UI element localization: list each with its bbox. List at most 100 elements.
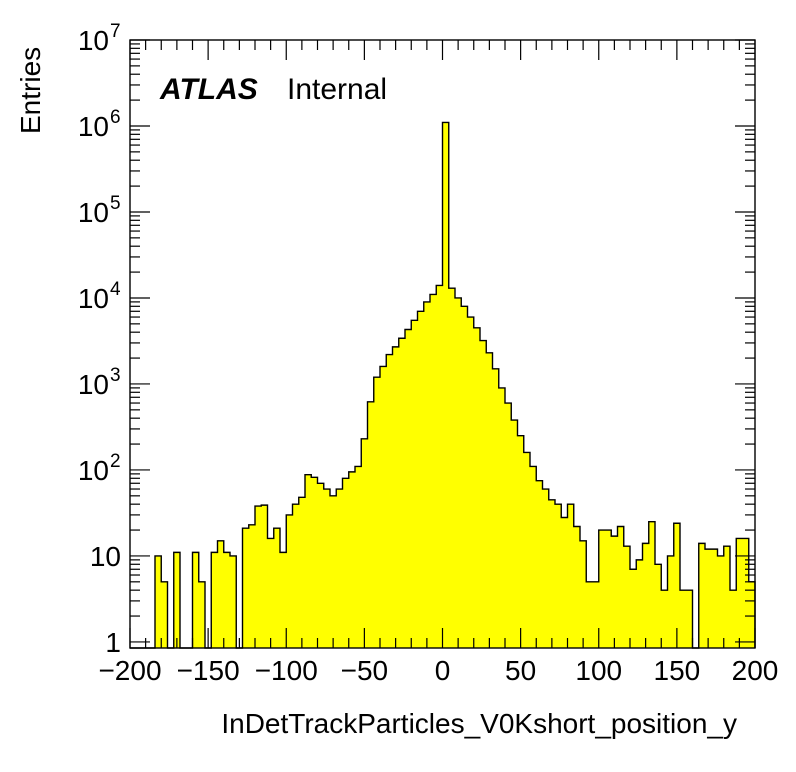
y-tick-exponent: 6 bbox=[110, 107, 121, 128]
histogram-bar bbox=[386, 354, 393, 648]
histogram-bar bbox=[323, 489, 331, 648]
x-tick-label: 100 bbox=[575, 655, 622, 686]
histogram-bar bbox=[267, 538, 275, 648]
histogram-bar bbox=[523, 452, 531, 648]
internal-label: Internal bbox=[287, 73, 387, 106]
histogram-bar bbox=[505, 403, 512, 648]
histogram-bar bbox=[455, 297, 462, 648]
histogram-bar bbox=[273, 528, 281, 648]
histogram-bar bbox=[717, 555, 725, 648]
histogram-outline bbox=[130, 121, 756, 649]
x-axis-label: InDetTrackParticles_V0Kshort_position_y bbox=[221, 708, 737, 739]
axis-ticks bbox=[129, 39, 756, 648]
histogram-bar bbox=[317, 483, 325, 648]
histogram-bar bbox=[623, 546, 631, 648]
histogram-bar bbox=[442, 122, 450, 649]
histogram-bar bbox=[398, 338, 406, 648]
histogram-bar bbox=[348, 471, 356, 648]
y-axis-label: Entries bbox=[15, 47, 46, 134]
histogram-bar bbox=[605, 530, 612, 648]
histogram-bar bbox=[242, 528, 250, 648]
histogram-bar bbox=[642, 543, 650, 648]
histogram-bar bbox=[311, 477, 318, 648]
y-tick-exponent: 3 bbox=[110, 365, 121, 386]
histogram-bar bbox=[630, 569, 637, 648]
histogram-bar bbox=[673, 523, 681, 648]
histogram-bar bbox=[748, 581, 756, 648]
histogram-bar bbox=[492, 368, 500, 648]
histogram-bar bbox=[711, 549, 718, 648]
histogram-bar bbox=[667, 555, 675, 648]
histogram-bar bbox=[286, 514, 293, 648]
histogram-bar bbox=[230, 555, 237, 648]
histogram-bar bbox=[655, 564, 662, 648]
histogram-bar bbox=[192, 552, 200, 648]
atlas-label: ATLAS bbox=[159, 73, 258, 106]
histogram-bar bbox=[305, 474, 312, 648]
histogram-bar bbox=[411, 320, 418, 648]
histogram-bar bbox=[548, 499, 556, 648]
histogram-bar bbox=[355, 466, 362, 648]
x-tick-label: 50 bbox=[505, 655, 536, 686]
histogram-bar bbox=[417, 311, 425, 648]
x-tick-label: −200 bbox=[98, 655, 161, 686]
histogram-bar bbox=[380, 366, 387, 648]
histogram-bar bbox=[580, 540, 587, 648]
y-tick-label: 10 bbox=[78, 455, 109, 486]
y-tick-label: 10 bbox=[78, 197, 109, 228]
x-tick-label: −100 bbox=[255, 655, 318, 686]
histogram-bar bbox=[555, 504, 562, 648]
histogram-bar bbox=[617, 526, 625, 648]
histogram-bar bbox=[330, 495, 337, 648]
histogram-bar bbox=[736, 538, 743, 648]
histogram-bar bbox=[373, 377, 381, 648]
histogram-bar bbox=[598, 530, 606, 648]
histogram-bar bbox=[636, 559, 643, 648]
x-tick-label: −150 bbox=[177, 655, 240, 686]
x-tick-label: −50 bbox=[341, 655, 389, 686]
histogram-bar bbox=[342, 478, 350, 648]
histogram-bar bbox=[161, 581, 168, 648]
histogram-bar bbox=[611, 536, 618, 648]
histogram-bar bbox=[361, 438, 368, 648]
histogram-bar bbox=[423, 301, 431, 648]
histogram-bar bbox=[661, 590, 668, 648]
histogram-bar bbox=[292, 504, 300, 648]
y-tick-label: 10 bbox=[78, 25, 109, 56]
histogram-bars bbox=[155, 122, 756, 649]
histogram-bar bbox=[542, 489, 550, 648]
histogram-bar bbox=[211, 552, 218, 648]
histogram-bar bbox=[742, 538, 750, 648]
y-tick-label: 10 bbox=[90, 541, 121, 572]
histogram-bar bbox=[592, 581, 600, 648]
histogram-bar bbox=[367, 401, 375, 648]
histogram-bar bbox=[430, 294, 437, 648]
y-tick-label: 10 bbox=[78, 111, 109, 142]
histogram-bar bbox=[248, 524, 256, 648]
histogram-bar bbox=[536, 480, 543, 648]
histogram-bar bbox=[480, 340, 487, 648]
histogram-bar bbox=[648, 521, 656, 648]
y-tick-exponent: 7 bbox=[110, 21, 121, 42]
x-tick-label: 200 bbox=[732, 655, 779, 686]
histogram-bar bbox=[298, 497, 306, 648]
y-tick-exponent: 2 bbox=[110, 451, 121, 472]
y-tick-label: 1 bbox=[105, 627, 121, 658]
histogram-bar bbox=[223, 552, 231, 648]
histogram-bar bbox=[561, 517, 568, 648]
histogram-bar bbox=[511, 420, 518, 648]
histogram-bar bbox=[498, 387, 506, 648]
histogram-bar bbox=[473, 327, 481, 648]
histogram-bar bbox=[686, 590, 693, 648]
histogram-bar bbox=[261, 505, 268, 648]
histogram-bar bbox=[705, 549, 712, 648]
histogram-bar bbox=[486, 352, 493, 648]
histogram-bar bbox=[198, 581, 206, 648]
y-tick-exponent: 5 bbox=[110, 193, 121, 214]
histogram-bar bbox=[517, 435, 525, 648]
y-tick-label: 10 bbox=[78, 369, 109, 400]
histogram-bar bbox=[448, 288, 456, 648]
histogram-bar bbox=[680, 590, 687, 648]
